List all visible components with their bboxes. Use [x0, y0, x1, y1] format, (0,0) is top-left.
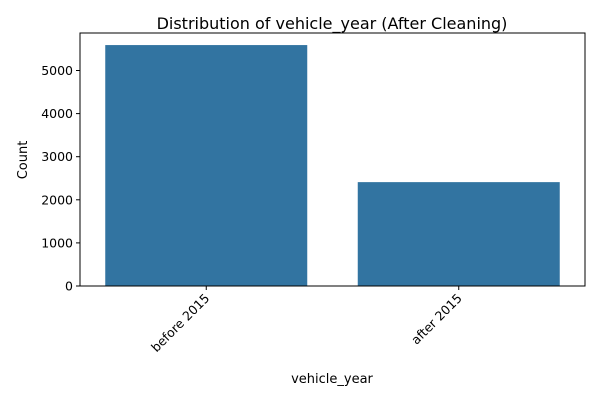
y-tick-label: 2000: [41, 192, 73, 207]
y-axis-ticks: 0 1000 2000 3000 4000 5000: [41, 63, 80, 294]
bar-after-2015: [357, 182, 560, 286]
x-tick-label: after 2015: [408, 291, 465, 348]
bar-before-2015: [105, 45, 308, 286]
x-axis-label: vehicle_year: [291, 372, 373, 387]
y-tick-label: 3000: [41, 149, 73, 164]
chart-title: Distribution of vehicle_year (After Clea…: [157, 14, 508, 34]
bars-group: [105, 45, 560, 286]
y-tick-label: 4000: [41, 106, 73, 121]
x-axis-ticks: before 2015 after 2015: [148, 286, 465, 355]
y-tick-label: 0: [65, 279, 73, 294]
x-tick-label: before 2015: [148, 291, 212, 355]
y-axis-label: Count: [16, 141, 31, 180]
plot-area-frame: [79, 32, 586, 287]
y-tick-label: 5000: [41, 63, 73, 78]
y-tick-label: 1000: [41, 235, 73, 250]
